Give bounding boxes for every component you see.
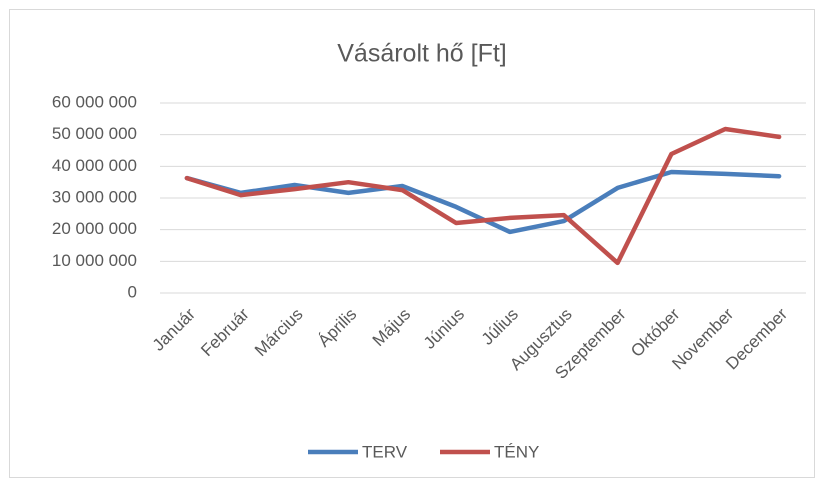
y-tick-label: 30 000 000 (52, 187, 137, 206)
legend-label: TERV (362, 442, 408, 461)
y-tick-label: 0 (128, 282, 137, 301)
y-tick-label: 60 000 000 (52, 92, 137, 111)
chart-border (9, 9, 815, 478)
y-tick-label: 50 000 000 (52, 124, 137, 143)
legend-label: TÉNY (494, 442, 539, 461)
y-tick-label: 40 000 000 (52, 156, 137, 175)
chart-title: Vásárolt hő [Ft] (337, 40, 507, 68)
y-tick-label: 20 000 000 (52, 219, 137, 238)
y-tick-label: 10 000 000 (52, 251, 137, 270)
series-line (184, 126, 782, 266)
